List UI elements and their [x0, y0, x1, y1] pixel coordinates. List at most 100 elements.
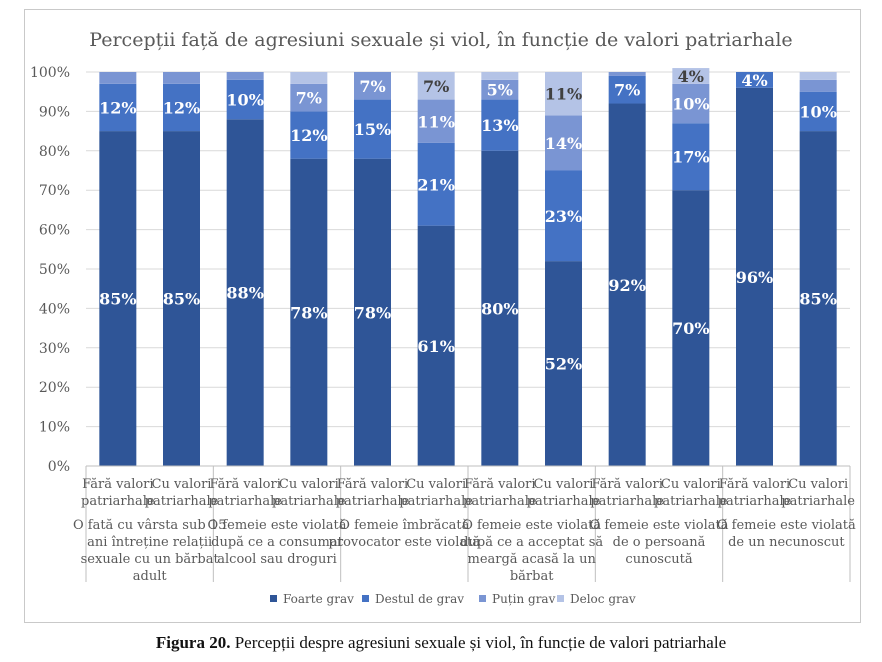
- bar-segment: [226, 79, 264, 120]
- x-group-label: O femeie este violată: [717, 518, 856, 533]
- x-group-label: alcool sau droguri: [217, 552, 337, 567]
- y-tick-label: 90%: [39, 104, 70, 120]
- data-label: 13%: [481, 116, 518, 135]
- x-subcategory-label: patriarhale: [208, 494, 282, 509]
- x-group-label: O femeie este violată: [590, 518, 729, 533]
- x-subcategory-label: Cu valori: [534, 477, 594, 492]
- data-label: 10%: [226, 91, 263, 110]
- x-subcategory-label: Fără valori: [209, 477, 280, 492]
- x-subcategory-label: patriarhale: [463, 494, 537, 509]
- data-label: 85%: [163, 290, 200, 309]
- legend-swatch: [479, 595, 486, 602]
- y-tick-label: 80%: [39, 144, 70, 160]
- data-label: 52%: [545, 355, 582, 374]
- bar-segment: [672, 190, 710, 466]
- bar-segment: [608, 72, 646, 76]
- legend-swatch: [270, 595, 277, 602]
- x-group-label: sexuale cu un bărbat: [81, 552, 220, 567]
- data-label: 4%: [678, 67, 704, 86]
- bar-segment: [608, 103, 646, 467]
- bar-segment: [417, 142, 455, 226]
- x-subcategory-label: Fără valori: [337, 477, 408, 492]
- y-tick-label: 0%: [48, 459, 70, 475]
- x-subcategory-label: Cu valori: [661, 477, 721, 492]
- bar-segment: [799, 72, 837, 80]
- bar-segment: [354, 99, 391, 159]
- bar-segment: [290, 72, 328, 84]
- x-subcategory-label: Fără valori: [591, 477, 662, 492]
- bar-segment: [545, 115, 582, 171]
- x-group-label: de un necunoscut: [728, 535, 845, 550]
- data-label: 78%: [290, 303, 327, 322]
- y-tick-label: 40%: [39, 301, 70, 317]
- data-label: 61%: [417, 337, 454, 356]
- x-subcategory-label: patriarhale: [590, 494, 664, 509]
- bar-segment: [290, 158, 328, 466]
- bar-segment: [608, 75, 646, 104]
- data-label: 14%: [545, 134, 582, 153]
- x-subcategory-label: patriarhale: [81, 494, 155, 509]
- bar-segment: [163, 131, 200, 466]
- bar-segment: [226, 72, 264, 80]
- data-label: 23%: [545, 207, 582, 226]
- x-subcategory-label: patriarhale: [718, 494, 792, 509]
- x-group-label: adult: [133, 569, 168, 584]
- x-group-label: O fată cu vârsta sub 15: [73, 518, 226, 533]
- x-group-label: bărbat: [510, 569, 554, 584]
- legend-label: Foarte grav: [283, 592, 354, 606]
- x-subcategory-label: patriarhale: [399, 494, 473, 509]
- x-group-label: O femeie este violată: [208, 518, 347, 533]
- x-subcategory-label: Cu valori: [406, 477, 466, 492]
- legend-swatch: [362, 595, 369, 602]
- bar-segment: [672, 83, 710, 124]
- caption-text: Percepții despre agresiuni sexuale și vi…: [230, 633, 727, 652]
- x-subcategory-label: Cu valori: [152, 477, 212, 492]
- bar-segment: [736, 72, 773, 88]
- data-label: 5%: [487, 81, 513, 100]
- data-label: 11%: [417, 112, 454, 131]
- bar-segment: [481, 150, 519, 467]
- x-group-label: provocator este violată: [329, 535, 481, 550]
- bar-segment: [163, 72, 200, 84]
- bar-segment: [417, 225, 455, 466]
- bar-segment: [290, 111, 328, 159]
- legend-swatch: [557, 595, 564, 602]
- chart-title: Percepții față de agresiuni sexuale și v…: [89, 29, 792, 51]
- y-tick-label: 20%: [39, 380, 70, 396]
- bar-segment: [99, 72, 137, 84]
- bar-segment: [99, 131, 137, 466]
- legend-label: Deloc grav: [570, 592, 636, 606]
- y-tick-label: 100%: [30, 65, 70, 81]
- x-subcategory-label: patriarhale: [654, 494, 728, 509]
- y-tick-label: 60%: [39, 223, 70, 239]
- bar-segment: [799, 79, 837, 92]
- data-label: 12%: [290, 126, 327, 145]
- bar-segment: [799, 131, 837, 466]
- x-group-label: de o persoană: [613, 535, 706, 550]
- bar-segment: [799, 91, 837, 132]
- data-label: 80%: [481, 299, 518, 318]
- x-group-label: cunoscută: [625, 552, 692, 567]
- bar-segment: [163, 83, 200, 132]
- x-subcategory-label: patriarhale: [781, 494, 855, 509]
- data-label: 11%: [545, 85, 582, 104]
- x-subcategory-label: Fără valori: [464, 477, 535, 492]
- bar-segment: [672, 68, 710, 84]
- bar-segment: [545, 261, 582, 466]
- bar-segment: [99, 83, 137, 132]
- data-label: 96%: [736, 268, 773, 287]
- data-label: 92%: [608, 276, 645, 295]
- data-label: 17%: [672, 148, 709, 167]
- y-tick-label: 30%: [39, 341, 70, 357]
- x-group-label: meargă acasă la un: [468, 552, 597, 567]
- x-subcategory-label: Fără valori: [82, 477, 153, 492]
- x-group-label: O femeie îmbrăcată: [339, 518, 469, 533]
- y-tick-label: 70%: [39, 183, 70, 199]
- bar-segment: [481, 79, 519, 100]
- data-label: 88%: [226, 284, 263, 303]
- data-label: 85%: [799, 290, 836, 309]
- bar-segment: [736, 87, 773, 466]
- data-label: 78%: [354, 303, 391, 322]
- bar-segment: [672, 123, 710, 191]
